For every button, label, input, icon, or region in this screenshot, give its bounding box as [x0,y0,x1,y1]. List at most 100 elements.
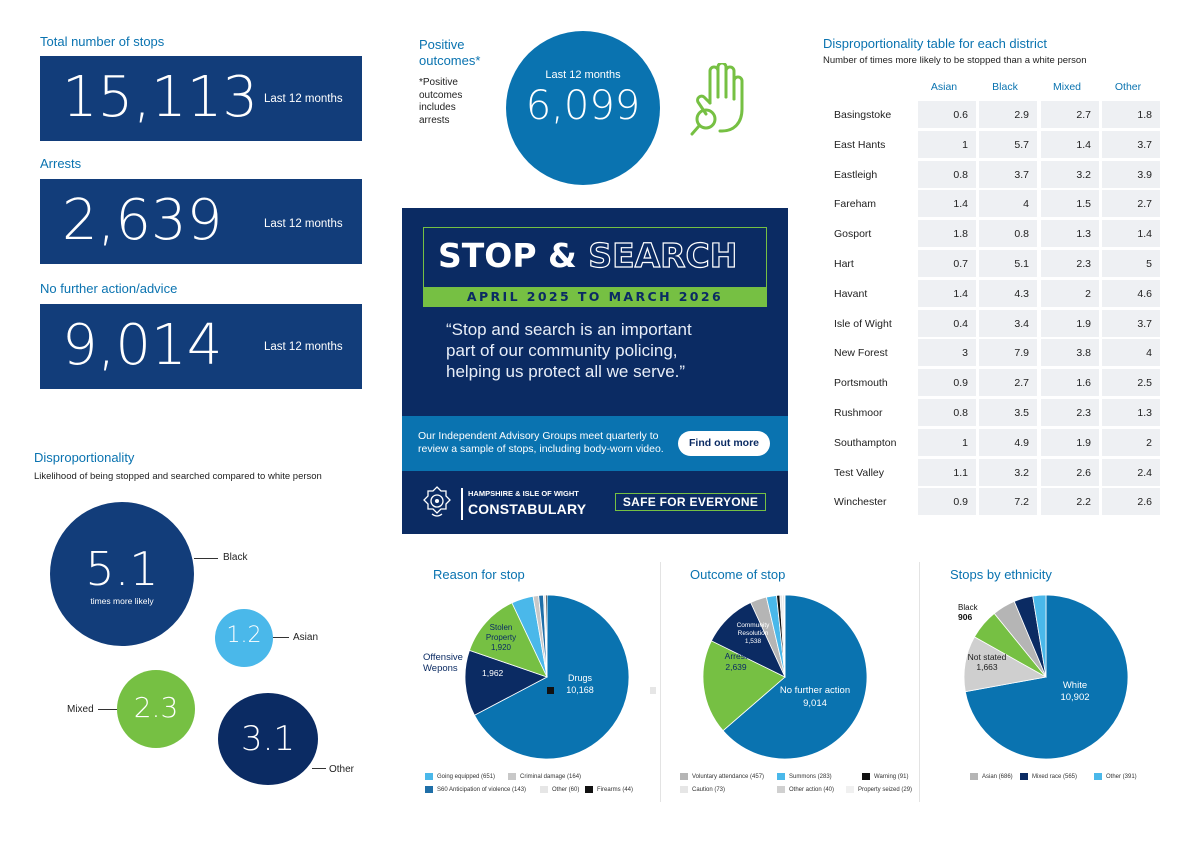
column-header-other: Other [1114,81,1142,93]
legend-label: Asian (686) [982,773,1013,780]
legend-item: Caution (73) [680,786,725,793]
find-out-more-button[interactable]: Find out more [678,431,770,456]
table-cell-asian: 0.6 [918,101,976,128]
table-cell-other: 5 [1102,250,1160,277]
not-stated-value: 1,663 [976,662,998,672]
pie-slice-other [1032,594,1047,678]
district-name: East Hants [834,138,886,151]
legend-item: Property seized (29) [846,786,912,793]
total-stops-period: Last 12 months [264,93,343,105]
table-cell-other: 4.6 [1102,279,1160,307]
table-cell-black: 4 [979,190,1037,218]
district-table-subtitle: Number of times more likely to be stoppe… [823,55,1087,66]
table-cell-black: 4.9 [979,428,1037,456]
outcome-pie-chart [702,594,868,760]
table-row: Havant 1.4 4.3 2 4.6 [828,279,1160,308]
table-cell-mixed: 2.3 [1041,250,1099,277]
reason-pie-chart [464,594,630,760]
leader-line [98,709,117,710]
legend-item: Mixed race (565) [1020,773,1077,780]
bubble-mixed: 2.3 [117,670,195,748]
offensive-weapons-callout: Offensive Wepons [423,652,463,674]
table-cell-mixed: 1.9 [1041,309,1099,337]
table-row: Southampton 1 4.9 1.9 2 [828,428,1160,457]
bubble-other: 3.1 [218,693,318,785]
stolen-property-label: Stolen Property [485,623,517,642]
legend-swatch [777,786,785,793]
positive-title-line-1: Positive [419,37,465,52]
bubble-black-value: 5.1 [85,542,159,596]
nfa-box: 9,014 Last 12 months [40,304,362,389]
black-value: 906 [958,612,973,622]
ethnicity-pie-chart [963,594,1129,760]
table-row: Isle of Wight 0.4 3.4 1.9 3.7 [828,309,1160,338]
table-cell-asian: 0.4 [918,309,976,337]
table-cell-other: 1.8 [1102,101,1160,128]
disproportionality-subtitle: Likelihood of being stopped and searched… [34,471,322,482]
table-cell-asian: 0.7 [918,250,976,277]
legend-label: Voluntary attendance (457) [692,773,765,780]
total-stops-value: 15,113 [62,65,258,130]
black-label: Black [958,603,978,612]
total-stops-title: Total number of stops [40,34,165,49]
legend-swatch [846,786,854,793]
bubble-mixed-value: 2.3 [133,691,179,724]
table-cell-other: 2.6 [1102,488,1160,516]
legend-swatch [680,773,688,780]
district-name: Havant [834,287,868,300]
table-cell-mixed: 2.3 [1041,399,1099,426]
bubble-asian-label: Asian [293,632,319,643]
table-cell-other: 3.7 [1102,130,1160,158]
iag-line: Our Independent Advisory Groups meet qua… [418,430,659,442]
legend-swatch [680,786,688,793]
legend-swatch [425,773,433,780]
table-cell-asian: 1.4 [918,279,976,307]
pie-slice-firearms [545,594,548,678]
iag-line: review a sample of stops, including body… [418,443,664,455]
arrests-period: Last 12 months [264,218,343,230]
legend-item: Other (391) [1094,773,1137,780]
column-header-asian: Asian [930,81,958,93]
positive-outcomes-title: Positive outcomes* [419,37,480,69]
table-row: Eastleigh 0.8 3.7 3.2 3.9 [828,160,1160,189]
arrest-label: Arrest [724,651,748,661]
reason-chart-title: Reason for stop [433,567,525,582]
district-name: Rushmoor [834,407,883,419]
note-line: *Positive [419,77,458,88]
table-cell-black: 0.8 [979,220,1037,248]
table-cell-black: 2.7 [979,369,1037,397]
chart-divider [660,562,661,802]
table-cell-asian: 1.8 [918,220,976,248]
legend-label: Other action (40) [789,786,835,793]
table-cell-black: 5.7 [979,130,1037,158]
nfa-title: No further action/advice [40,281,178,296]
legend-item: Going equipped (651) [425,773,495,780]
legend-swatch [540,786,548,793]
pie-slice-offensive-wepons [464,649,549,716]
legend-label: Criminal damage (164) [520,773,582,780]
quote-line: “Stop and search is an important [446,320,692,339]
legend-item: Other action (40) [777,786,834,793]
legend-swatch [777,773,785,780]
table-cell-mixed: 1.5 [1041,190,1099,218]
table-row: Fareham 1.4 4 1.5 2.7 [828,190,1160,218]
table-cell-black: 5.1 [979,250,1037,277]
offensive-weapons-value: 1,962 [482,668,504,678]
table-row: New Forest 3 7.9 3.8 4 [828,339,1160,367]
table-cell-asian: 1 [918,428,976,456]
poster-period: APRIL 2025 TO MARCH 2026 [423,287,767,307]
table-cell-other: 2 [1102,428,1160,456]
bubble-black-sublabel: times more likely [90,596,154,606]
arrests-title: Arrests [40,156,82,171]
legend-swatch [1020,773,1028,780]
slogan-badge: SAFE FOR EVERYONE [615,493,766,511]
legend-item: Firearms (44) [585,786,633,793]
column-header-mixed: Mixed [1052,81,1081,93]
table-cell-other: 2.7 [1102,190,1160,218]
white-value: 10,902 [1060,692,1090,703]
positive-title-line-2: outcomes* [419,53,481,68]
table-row: Gosport 1.8 0.8 1.3 1.4 [828,220,1160,248]
table-cell-mixed: 1.6 [1041,369,1099,397]
legend-label: Property seized (29) [858,786,913,793]
table-cell-other: 1.4 [1102,220,1160,248]
